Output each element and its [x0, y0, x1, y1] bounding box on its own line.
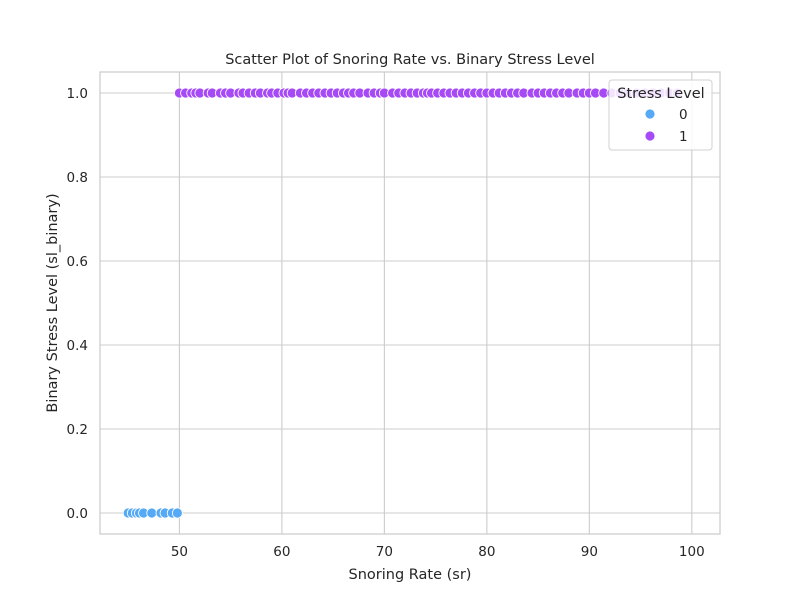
- legend: Stress Level 0 1: [608, 79, 713, 151]
- x-axis-label: Snoring Rate (sr): [349, 567, 472, 583]
- legend-marker-1: [644, 130, 656, 142]
- legend-title: Stress Level: [617, 86, 704, 102]
- x-tick-label: 90: [581, 544, 598, 560]
- x-tick-label: 70: [376, 544, 393, 560]
- grid-lines: [100, 72, 720, 534]
- y-tick-labels: 0.0 0.2 0.4 0.6 0.8 1.0: [67, 86, 88, 522]
- x-tick-label: 60: [273, 544, 290, 560]
- data-point-stress-0: [171, 507, 183, 519]
- chart-title: Scatter Plot of Snoring Rate vs. Binary …: [225, 52, 595, 68]
- x-tick-label: 80: [478, 544, 495, 560]
- legend-box: [608, 79, 713, 151]
- x-tick-labels: 50 60 70 80 90 100: [171, 544, 705, 560]
- y-tick-label: 0.8: [67, 170, 88, 186]
- x-tick-label: 100: [679, 544, 705, 560]
- y-tick-label: 0.2: [67, 422, 88, 438]
- legend-entry-1: 1: [679, 129, 688, 145]
- y-tick-label: 0.4: [67, 338, 88, 354]
- y-tick-label: 0.0: [67, 506, 88, 522]
- y-tick-label: 1.0: [67, 86, 88, 102]
- legend-marker-0: [644, 108, 656, 120]
- legend-entry-0: 0: [679, 107, 688, 123]
- y-axis-label: Binary Stress Level (sl_binary): [45, 193, 61, 412]
- plot-frame: [99, 71, 721, 535]
- x-tick-label: 50: [171, 544, 188, 560]
- data-point-stress-0: [146, 507, 158, 519]
- y-tick-label: 0.6: [67, 254, 88, 270]
